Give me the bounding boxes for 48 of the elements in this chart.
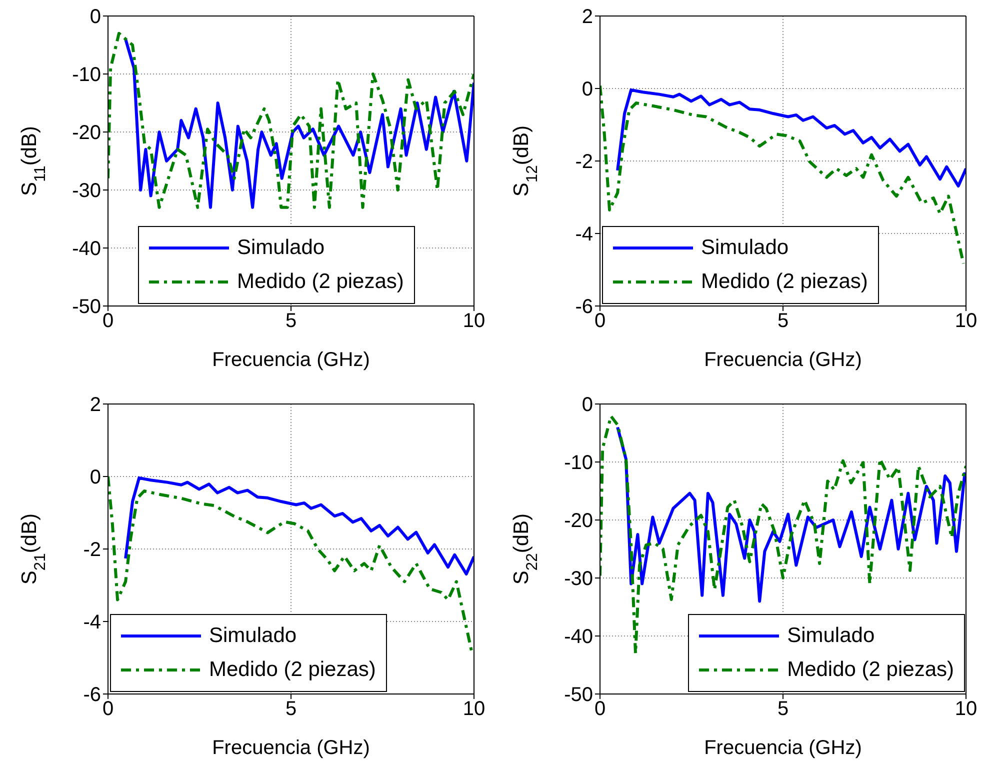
- line-series: [600, 414, 966, 655]
- y-tick-label: -2: [575, 151, 593, 174]
- y-tick-label: 0: [90, 466, 101, 489]
- line-series: [616, 426, 966, 603]
- y-tick-label: -4: [575, 224, 593, 246]
- x-axis-title: Frecuencia (GHz): [212, 737, 370, 759]
- y-tick-label: -4: [83, 612, 101, 634]
- y-tick-label: -40: [564, 626, 593, 648]
- y-tick-label: -50: [72, 296, 101, 318]
- y-tick-label: -20: [72, 122, 101, 144]
- legend-label: Simulado: [209, 624, 297, 648]
- legend-label: Simulado: [787, 624, 875, 648]
- legend-label: Medido (2 piezas): [237, 270, 404, 294]
- y-tick-label: -20: [564, 510, 593, 532]
- legend-label: Simulado: [237, 236, 325, 260]
- y-tick-label: -30: [72, 180, 101, 202]
- line-series: [600, 84, 965, 266]
- y-tick-label: -10: [72, 64, 101, 86]
- legend-label: Medido (2 piezas): [209, 658, 376, 682]
- x-tick-label: 10: [954, 310, 978, 332]
- y-tick-label: -50: [564, 684, 593, 706]
- x-tick-label: 10: [462, 310, 486, 332]
- y-tick-label: -6: [575, 296, 593, 318]
- x-tick-label: 5: [285, 698, 297, 720]
- legend-label: Medido (2 piezas): [701, 270, 868, 294]
- y-tick-label: 0: [582, 78, 593, 101]
- x-tick-label: 5: [777, 310, 789, 332]
- y-tick-label: -2: [83, 539, 101, 562]
- x-tick-label: 10: [462, 698, 486, 720]
- x-tick-label: 5: [285, 310, 297, 332]
- legend-label: Medido (2 piezas): [787, 658, 954, 682]
- x-tick-label: 10: [954, 698, 978, 720]
- y-tick-label: 0: [582, 394, 593, 416]
- y-tick-label: -10: [564, 452, 593, 474]
- y-tick-label: -40: [72, 238, 101, 260]
- y-tick-label: 2: [582, 6, 593, 28]
- x-axis-title: Frecuencia (GHz): [704, 737, 862, 759]
- line-series: [124, 476, 474, 576]
- x-axis-title: Frecuencia (GHz): [212, 349, 370, 371]
- line-series: [108, 475, 473, 652]
- legend-label: Simulado: [701, 236, 789, 260]
- y-tick-label: 0: [90, 6, 101, 28]
- y-tick-label: -30: [564, 568, 593, 590]
- x-tick-label: 5: [777, 698, 789, 720]
- x-axis-title: Frecuencia (GHz): [704, 349, 862, 371]
- line-series: [616, 88, 966, 188]
- y-tick-label: -6: [83, 684, 101, 706]
- y-tick-label: 2: [90, 394, 101, 416]
